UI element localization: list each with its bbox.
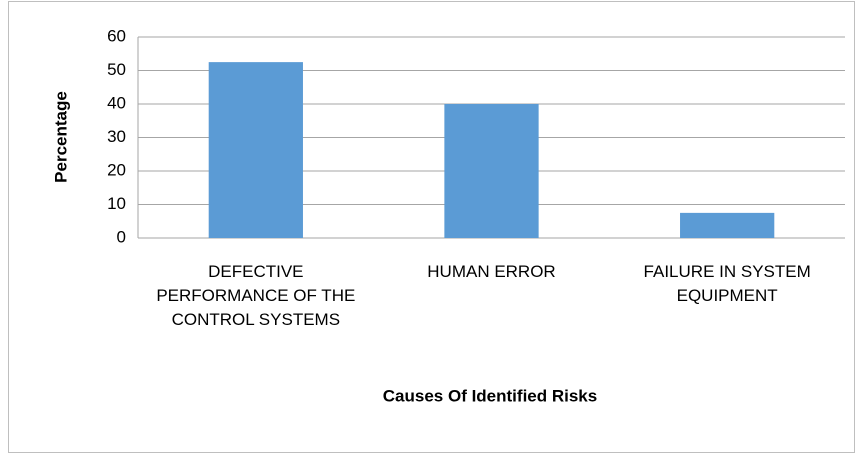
y-tick-label: 50 [107, 60, 126, 79]
y-tick-label: 0 [117, 227, 126, 246]
y-tick-label: 30 [107, 127, 126, 146]
y-tick-label: 20 [107, 160, 126, 179]
bar [680, 212, 775, 238]
bar [208, 62, 303, 238]
y-tick-label: 10 [107, 194, 126, 213]
x-tick-label: HUMAN ERROR [427, 262, 556, 281]
x-tick-label: DEFECTIVE PERFORMANCE OF THE CONTROL SYS… [156, 262, 356, 329]
y-tick-label: 40 [107, 93, 126, 112]
y-axis-title: Percentage [51, 91, 70, 183]
bar [444, 104, 539, 238]
x-tick-label: FAILURE IN SYSTEM EQUIPMENT [643, 262, 811, 305]
x-axis-title: Causes Of Identified Risks [383, 386, 597, 405]
y-tick-label: 60 [107, 26, 126, 45]
